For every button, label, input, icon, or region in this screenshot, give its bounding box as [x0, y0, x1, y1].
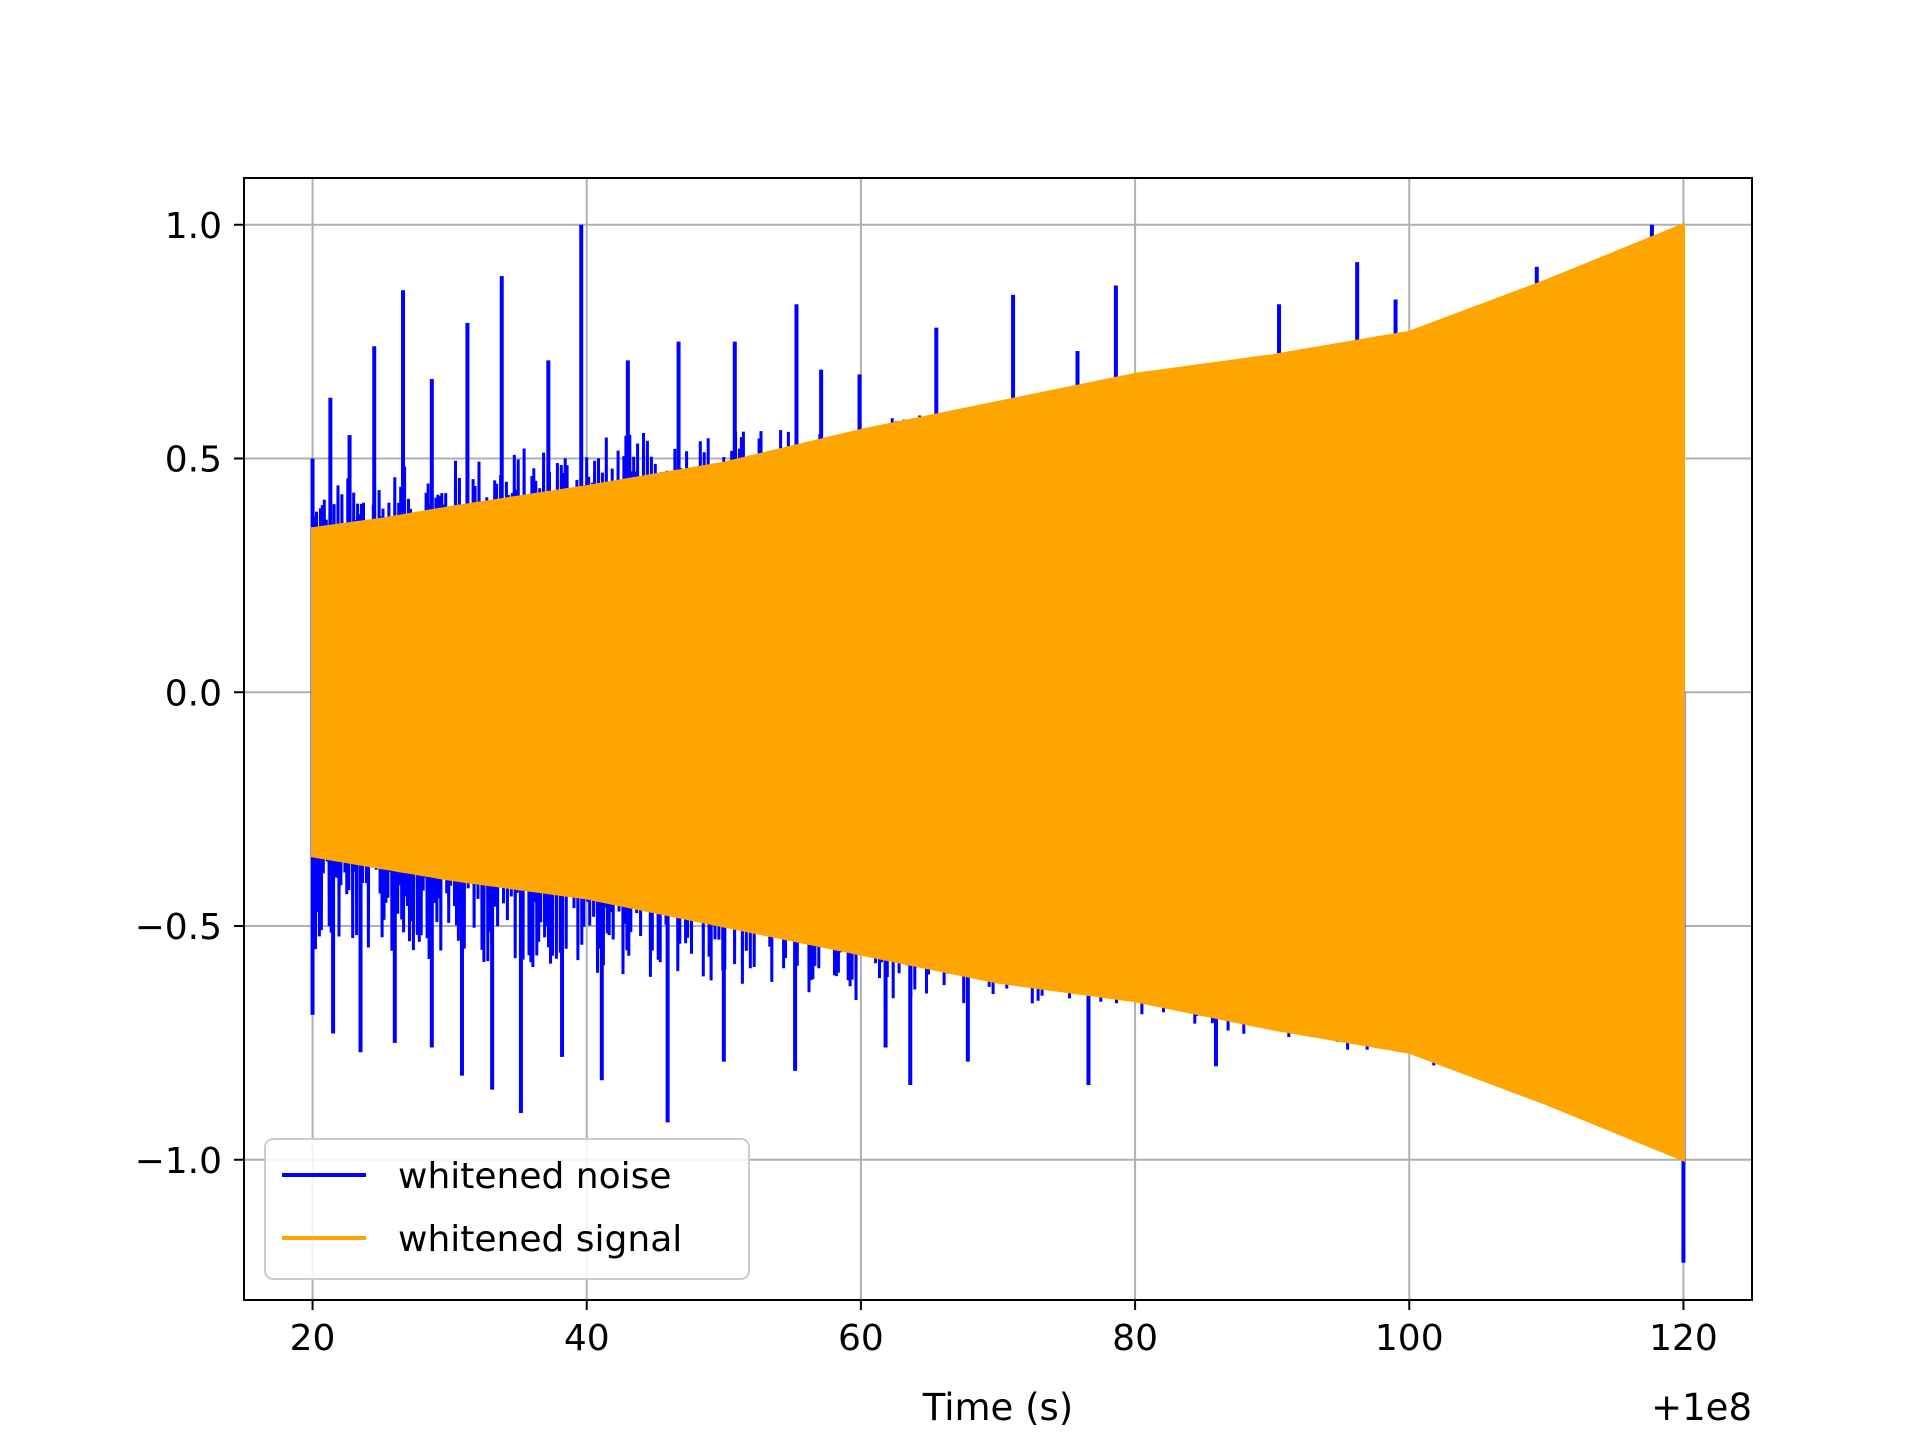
y-tick-label: 0.0	[165, 673, 222, 714]
y-tick-label: 0.5	[165, 440, 222, 481]
legend: whitened noise whitened signal	[264, 1138, 750, 1280]
y-tick-label: 1.0	[165, 206, 222, 247]
whitened-signal-band	[311, 222, 1685, 1163]
x-tick-label: 20	[290, 1318, 336, 1359]
x-axis-offset-label: +1e8	[1651, 1386, 1752, 1429]
x-tick-label: 60	[838, 1318, 884, 1359]
x-axis-label: Time (s)	[922, 1386, 1073, 1429]
legend-label-whitened-noise: whitened noise	[398, 1156, 672, 1197]
y-axis: 1.0 0.5 0.0 −0.5 −1.0	[135, 206, 244, 1182]
x-tick-label: 80	[1112, 1318, 1158, 1359]
x-axis: 20 40 60 80 100 120	[290, 1300, 1718, 1359]
legend-label-whitened-signal: whitened signal	[398, 1219, 682, 1260]
plot-frame	[243, 177, 1753, 1301]
x-tick-label: 120	[1649, 1318, 1718, 1359]
y-tick-label: −1.0	[135, 1141, 222, 1182]
y-tick-label: −0.5	[135, 907, 222, 948]
x-tick-label: 100	[1375, 1318, 1444, 1359]
whitened-signal-series	[311, 222, 1685, 1163]
legend-box	[264, 1138, 750, 1280]
x-tick-label: 40	[564, 1318, 610, 1359]
